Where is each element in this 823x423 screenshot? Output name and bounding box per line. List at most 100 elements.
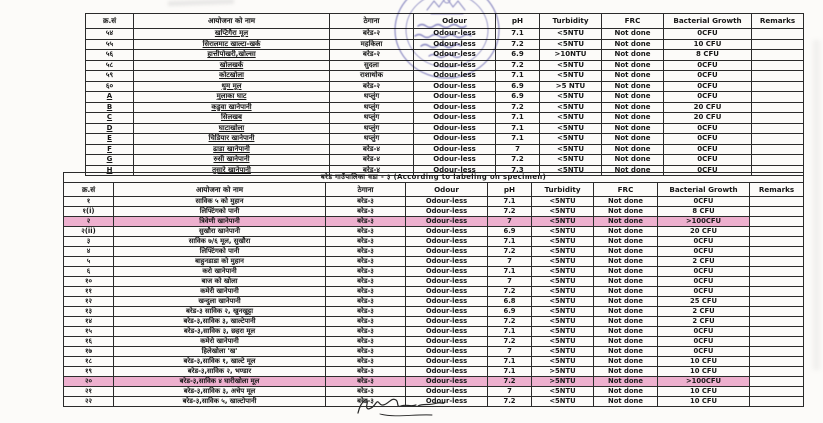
- cell-odour: Odour-less: [405, 226, 488, 237]
- cell-ph: 7: [487, 276, 532, 287]
- cell-ph: 7.1: [487, 236, 532, 247]
- cell-turb: <5NTU: [531, 306, 594, 317]
- cell-rem: [748, 366, 805, 377]
- cell-name: कमेरी खानेपानी: [113, 286, 326, 297]
- cell-rem: [748, 326, 805, 337]
- cell-addr: बरेड-२: [329, 28, 414, 40]
- cell-addr: बरेड-३: [325, 316, 406, 327]
- col-header-ph: pH: [487, 182, 532, 197]
- cell-sn: १: [63, 196, 114, 207]
- cell-addr: सुदला: [329, 59, 414, 71]
- cell-ph: 7.1: [487, 326, 532, 337]
- cell-sn: २(ii): [63, 226, 114, 237]
- cell-addr: बरेड-३: [325, 296, 406, 307]
- cell-ph: 7: [495, 143, 540, 155]
- cell-ph: 7.2: [487, 396, 532, 407]
- cell-sn: ५९: [85, 70, 134, 82]
- cell-frc: Not done: [593, 346, 658, 357]
- cell-rem: [748, 246, 805, 257]
- cell-odour: Odour-less: [405, 216, 488, 227]
- cell-odour: Odour-less: [405, 286, 488, 297]
- cell-rem: [748, 286, 805, 297]
- cell-bact: 0CFU: [663, 143, 752, 155]
- table-row: F ढाडा खानेपानी बरेड-४ Odour-less 7 <5NTU Not …: [85, 143, 804, 155]
- cell-name: सिरालमाट खाल्टा-खर्क: [133, 38, 330, 50]
- cell-turb: <5NTU: [539, 70, 602, 82]
- cell-name: सिलखब: [133, 112, 330, 124]
- cell-addr: बरेड-३: [325, 216, 406, 227]
- cell-turb: <5NTU: [531, 316, 594, 327]
- table-row: १३ बरेड-३ साविक २, खुनखुट्टा बरेड-३ Odour-l…: [63, 306, 805, 317]
- cell-sn: C: [85, 112, 134, 124]
- cell-addr: बरेड-३: [325, 196, 406, 207]
- cell-sn: २: [63, 216, 114, 227]
- cell-frc: Not done: [601, 28, 664, 40]
- col-header-rem: Remarks: [751, 13, 804, 29]
- cell-rem: [748, 346, 805, 357]
- cell-rem: [748, 226, 805, 237]
- cell-name: बरेड-३,साविक १, खाल्टे मूल: [113, 356, 326, 367]
- cell-odour: Odour-less: [405, 266, 488, 277]
- cell-rem: [748, 256, 805, 267]
- cell-sn: ५६: [85, 49, 134, 61]
- cell-addr: बरेड-२: [329, 49, 414, 61]
- cell-bact: 0CFU: [657, 276, 750, 287]
- cell-turb: <5NTU: [539, 143, 602, 155]
- cell-rem: [751, 49, 804, 61]
- cell-bact: 10 CFU: [663, 38, 752, 50]
- cell-name: बरेड-३,साविक ३, खाल्टेपानी: [113, 316, 326, 327]
- cell-ph: 7.2: [487, 206, 532, 217]
- cell-rem: [751, 133, 804, 145]
- cell-bact: 0CFU: [663, 133, 752, 145]
- cell-addr: थप्लुंग: [329, 112, 414, 124]
- cell-sn: २०: [63, 376, 114, 387]
- cell-ph: 7.2: [487, 376, 532, 387]
- cell-ph: 7.1: [487, 356, 532, 367]
- table-row: १० बाज को खोला बरेड-३ Odour-less 7 <5NTU Not d…: [63, 276, 805, 287]
- cell-name: सुखौरा खानेपानी: [113, 226, 326, 237]
- cell-odour: Odour-less: [413, 49, 496, 61]
- cell-odour: Odour-less: [405, 366, 488, 377]
- cell-sn: २२: [63, 396, 114, 407]
- cell-turb: <5NTU: [531, 396, 594, 407]
- table-row: १७ हिलेखोला 'ख' बरेड-३ Odour-less 7 <5NTU Not …: [63, 346, 805, 357]
- cell-odour: Odour-less: [413, 122, 496, 134]
- cell-turb: <5NTU: [539, 133, 602, 145]
- cell-addr: बरेड-३: [325, 276, 406, 287]
- scan-edge-shadow: [813, 40, 820, 370]
- cell-odour: Odour-less: [413, 38, 496, 50]
- cell-frc: Not done: [593, 396, 658, 407]
- cell-frc: Not done: [593, 236, 658, 247]
- cell-turb: <5NTU: [531, 256, 594, 267]
- col-header-odour: Odour: [405, 182, 488, 197]
- cell-odour: Odour-less: [413, 91, 496, 103]
- cell-bact: 0CFU: [657, 336, 750, 347]
- cell-sn: ३: [63, 236, 114, 247]
- table-row: C सिलखब थप्लुंग Odour-less 7.1 <5NTU Not done 2…: [85, 112, 804, 124]
- cell-name: हिलेखोला 'ख': [113, 346, 326, 357]
- cell-ph: 7.2: [495, 38, 540, 50]
- cell-odour: Odour-less: [413, 112, 496, 124]
- handwritten-signature: [357, 398, 445, 417]
- cell-ph: 7: [487, 346, 532, 357]
- cell-turb: <5NTU: [539, 59, 602, 71]
- cell-frc: Not done: [593, 326, 658, 337]
- cell-odour: Odour-less: [413, 133, 496, 145]
- cell-sn: F: [85, 143, 134, 155]
- cell-sn: G: [85, 154, 134, 166]
- cell-rem: [748, 316, 805, 327]
- cell-sn: १४: [63, 316, 114, 327]
- col-header-odour: Odour: [413, 13, 496, 29]
- cell-ph: 7.2: [487, 246, 532, 257]
- cell-sn: B: [85, 101, 134, 113]
- cell-frc: Not done: [601, 122, 664, 134]
- cell-name: करो खानेपानी: [113, 266, 326, 277]
- cell-rem: [751, 38, 804, 50]
- cell-turb: <5NTU: [531, 206, 594, 217]
- cell-sn: १६: [63, 336, 114, 347]
- cell-sn: १२: [63, 296, 114, 307]
- cell-odour: Odour-less: [405, 356, 488, 367]
- table-row: ६० थुम मूल बरेड-२ Odour-less 6.9 >5 NTU Not do…: [85, 80, 804, 92]
- cell-ph: 7.1: [495, 70, 540, 82]
